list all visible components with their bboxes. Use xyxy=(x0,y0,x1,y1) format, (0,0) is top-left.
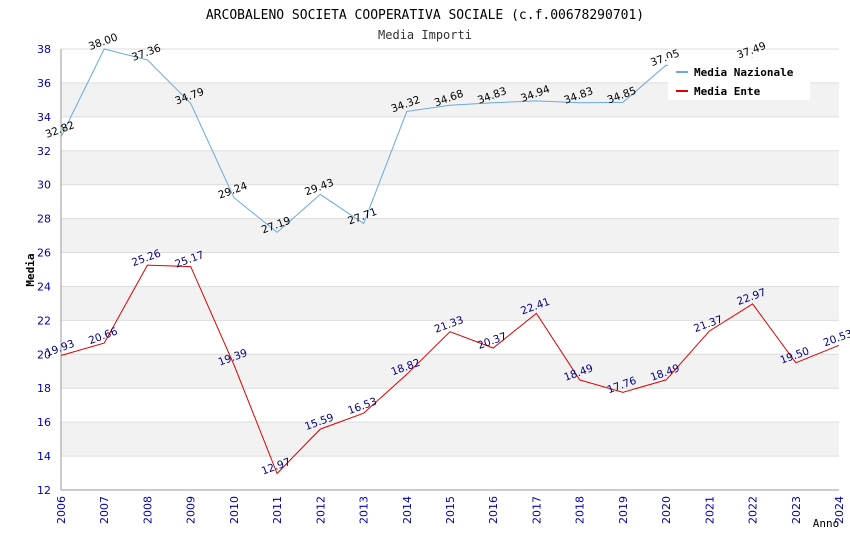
grid-band xyxy=(61,150,839,185)
grid-band xyxy=(61,286,839,321)
x-tick-label: 2007 xyxy=(98,496,111,524)
series-line-media-nazionale xyxy=(60,48,753,234)
y-tick-label: 14 xyxy=(37,450,51,463)
legend-box xyxy=(668,58,810,100)
grid-band xyxy=(61,218,839,253)
y-axis-label: Media xyxy=(24,253,37,286)
grid-band xyxy=(61,354,839,389)
x-axis-label: Anno xyxy=(813,517,840,530)
y-tick-label: 26 xyxy=(37,247,51,260)
chart-subtitle: Media Importi xyxy=(378,28,472,42)
x-tick-label: 2011 xyxy=(271,496,284,524)
y-tick-label: 24 xyxy=(37,280,51,293)
chart-title: ARCOBALENO SOCIETA COOPERATIVA SOCIALE (… xyxy=(206,8,644,23)
y-axis-ticks: 12 14 16 18 20 22 24 26 28 30 32 34 36 38 xyxy=(37,43,51,497)
y-tick-label: 32 xyxy=(37,145,51,158)
x-tick-label: 2023 xyxy=(790,496,803,524)
x-tick-label: 2022 xyxy=(747,496,760,524)
legend-entry: Media Nazionale xyxy=(694,66,794,79)
y-tick-label: 30 xyxy=(37,179,51,192)
data-label: 37.36 xyxy=(130,42,163,64)
x-tick-label: 2013 xyxy=(358,496,371,524)
x-tick-label: 2018 xyxy=(574,496,587,524)
series-line-media-ente xyxy=(60,264,840,475)
x-tick-label: 2014 xyxy=(401,496,414,524)
x-tick-label: 2021 xyxy=(703,496,716,524)
data-label: 20.37 xyxy=(476,330,508,352)
x-tick-label: 2017 xyxy=(530,496,543,524)
x-tick-label: 2016 xyxy=(487,496,500,524)
y-tick-label: 18 xyxy=(37,382,51,395)
x-tick-label: 2009 xyxy=(185,496,198,524)
y-tick-label: 28 xyxy=(37,213,51,226)
y-tick-label: 12 xyxy=(37,484,51,497)
x-tick-label: 2020 xyxy=(660,496,673,524)
x-tick-label: 2008 xyxy=(141,496,154,524)
legend-entry: Media Ente xyxy=(694,85,761,98)
x-tick-label: 2012 xyxy=(314,496,327,524)
x-tick-label: 2006 xyxy=(55,496,68,524)
x-tick-label: 2015 xyxy=(444,496,457,524)
y-tick-label: 20 xyxy=(37,348,51,361)
y-tick-label: 22 xyxy=(37,314,51,327)
y-tick-label: 36 xyxy=(37,77,51,90)
x-tick-label: 2010 xyxy=(228,496,241,524)
y-tick-label: 16 xyxy=(37,416,51,429)
x-tick-label: 2024 xyxy=(833,496,846,524)
x-tick-label: 2019 xyxy=(617,496,630,524)
y-tick-label: 38 xyxy=(37,43,51,56)
data-label: 12.97 xyxy=(260,456,292,478)
axes xyxy=(60,49,839,491)
legend: Media Nazionale Media Ente xyxy=(668,58,810,100)
x-axis-ticks: 2006 2007 2008 2009 2010 2011 2012 2013 2014 2015… xyxy=(55,496,846,524)
data-label: 38.00 xyxy=(87,31,119,53)
y-tick-label: 34 xyxy=(37,111,51,124)
series-lines xyxy=(60,48,840,475)
grid-band xyxy=(61,422,839,457)
